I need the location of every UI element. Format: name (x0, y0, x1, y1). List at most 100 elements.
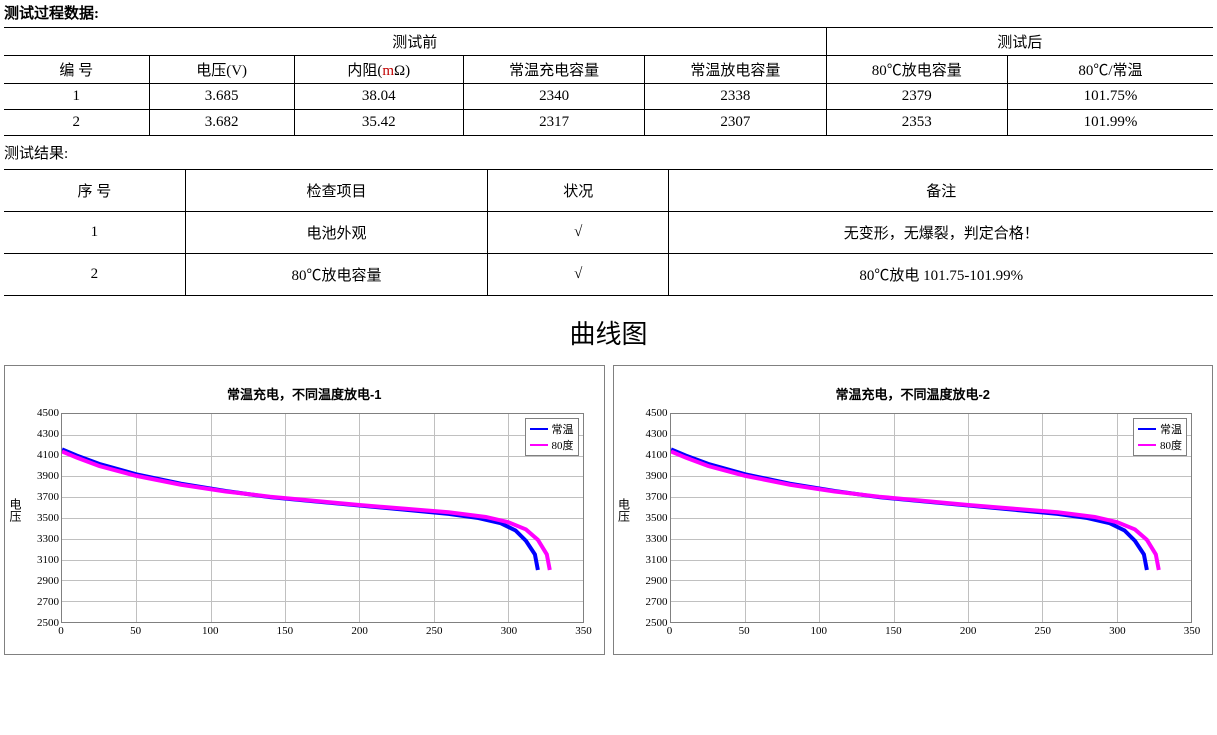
t1-cell: 2 (4, 110, 149, 136)
t1-cell: 3.682 (149, 110, 294, 136)
y-tick: 2700 (646, 596, 670, 608)
y-tick: 3500 (37, 512, 61, 524)
y-tick: 4500 (646, 407, 670, 419)
y-tick: 4100 (37, 449, 61, 461)
t1-cell: 1 (4, 84, 149, 110)
x-tick: 100 (811, 623, 828, 637)
x-tick: 50 (739, 623, 750, 637)
y-tick: 3700 (646, 491, 670, 503)
t1-col-header: 常温充电容量 (463, 56, 644, 84)
process-data-label: 测试过程数据: (4, 2, 1213, 23)
x-tick: 300 (501, 623, 518, 637)
t2-cell: 80℃放电 101.75-101.99% (669, 254, 1213, 296)
t2-cell: 无变形，无爆裂，判定合格！ (669, 212, 1213, 254)
t1-cell: 101.75% (1007, 84, 1213, 110)
x-tick: 350 (1184, 623, 1201, 637)
y-tick: 3700 (37, 491, 61, 503)
t2-cell: 1 (4, 212, 185, 254)
y-tick: 3500 (646, 512, 670, 524)
x-tick: 250 (1034, 623, 1051, 637)
result-label: 测试结果: (4, 142, 1213, 163)
y-tick: 4300 (37, 428, 61, 440)
t1-cell: 2379 (826, 84, 1007, 110)
legend-swatch (1138, 428, 1156, 430)
x-tick: 150 (277, 623, 294, 637)
legend-label: 常温 (552, 421, 574, 437)
legend-label: 80度 (552, 437, 574, 453)
t1-col-header: 80℃放电容量 (826, 56, 1007, 84)
series-line (62, 449, 538, 570)
x-tick: 0 (667, 623, 673, 637)
chart-panel: 常温充电，不同温度放电-2电压常温80度25002700290031003300… (613, 365, 1214, 655)
chart-svg (62, 414, 583, 622)
x-tick: 300 (1109, 623, 1126, 637)
t2-col-header: 检查项目 (185, 170, 487, 212)
chart-section-title: 曲线图 (4, 314, 1213, 351)
y-tick: 3300 (37, 533, 61, 545)
t1-col-header: 电压(V) (149, 56, 294, 84)
x-tick: 350 (575, 623, 592, 637)
t1-cell: 2338 (645, 84, 826, 110)
t2-cell: √ (488, 254, 669, 296)
legend-item: 常温 (1138, 421, 1182, 437)
group-after: 测试后 (826, 28, 1213, 56)
result-table: 序 号检查项目状况备注1电池外观√无变形，无爆裂，判定合格！280℃放电容量√8… (4, 169, 1213, 296)
y-tick: 3100 (37, 554, 61, 566)
y-tick: 3100 (646, 554, 670, 566)
t1-col-header: 常温放电容量 (645, 56, 826, 84)
x-tick: 0 (58, 623, 64, 637)
t2-cell: 电池外观 (185, 212, 487, 254)
t1-cell: 2340 (463, 84, 644, 110)
legend-item: 80度 (530, 437, 574, 453)
y-tick: 4100 (646, 449, 670, 461)
y-tick: 2900 (37, 575, 61, 587)
y-tick: 4500 (37, 407, 61, 419)
group-before: 测试前 (4, 28, 826, 56)
t1-col-header: 80℃/常温 (1007, 56, 1213, 84)
legend-item: 80度 (1138, 437, 1182, 453)
series-line (62, 451, 550, 570)
t2-col-header: 备注 (669, 170, 1213, 212)
t1-cell: 2353 (826, 110, 1007, 136)
t2-cell: 2 (4, 254, 185, 296)
t1-cell: 2307 (645, 110, 826, 136)
legend-swatch (530, 444, 548, 446)
legend: 常温80度 (525, 418, 579, 456)
y-tick: 2900 (646, 575, 670, 587)
chart-svg (671, 414, 1192, 622)
chart-panel: 常温充电，不同温度放电-1电压常温80度25002700290031003300… (4, 365, 605, 655)
t2-col-header: 状况 (488, 170, 669, 212)
t1-col-header: 内阻(mΩ) (294, 56, 463, 84)
chart-subtitle: 常温充电，不同温度放电-1 (15, 384, 594, 403)
y-tick: 3300 (646, 533, 670, 545)
y-tick: 4300 (646, 428, 670, 440)
t1-cell: 2317 (463, 110, 644, 136)
y-tick: 3900 (646, 470, 670, 482)
x-tick: 100 (202, 623, 219, 637)
y-axis-label: 电压 (616, 498, 633, 522)
x-tick: 150 (885, 623, 902, 637)
t1-cell: 101.99% (1007, 110, 1213, 136)
x-tick: 200 (351, 623, 368, 637)
x-tick: 200 (960, 623, 977, 637)
t2-col-header: 序 号 (4, 170, 185, 212)
series-line (671, 449, 1147, 570)
t1-cell: 3.685 (149, 84, 294, 110)
process-data-table: 测试前测试后编 号电压(V)内阻(mΩ)常温充电容量常温放电容量80℃放电容量8… (4, 27, 1213, 136)
t1-cell: 38.04 (294, 84, 463, 110)
legend-swatch (1138, 444, 1156, 446)
x-tick: 50 (130, 623, 141, 637)
chart-subtitle: 常温充电，不同温度放电-2 (624, 384, 1203, 403)
t1-col-header: 编 号 (4, 56, 149, 84)
charts-row: 常温充电，不同温度放电-1电压常温80度25002700290031003300… (4, 365, 1213, 655)
legend-item: 常温 (530, 421, 574, 437)
y-tick: 3900 (37, 470, 61, 482)
t2-cell: 80℃放电容量 (185, 254, 487, 296)
legend-label: 常温 (1160, 421, 1182, 437)
legend: 常温80度 (1133, 418, 1187, 456)
x-tick: 250 (426, 623, 443, 637)
legend-label: 80度 (1160, 437, 1182, 453)
y-axis-label: 电压 (7, 498, 24, 522)
y-tick: 2700 (37, 596, 61, 608)
series-line (671, 451, 1159, 570)
